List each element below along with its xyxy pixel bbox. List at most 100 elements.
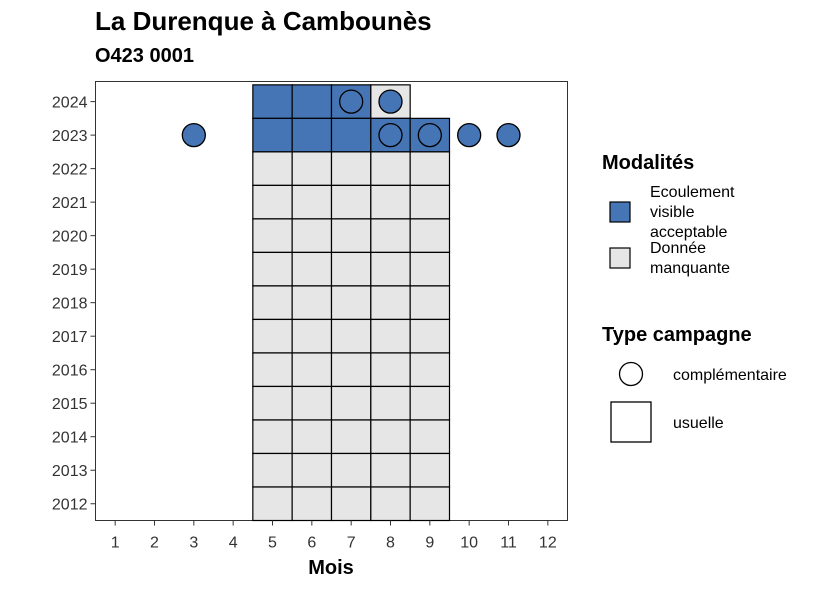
point-2023-8 [378,122,403,148]
tile-2022-8 [370,151,411,186]
legend-modalites-title: Modalités [602,152,694,174]
y-tick-label: 2012 [52,497,88,514]
legend-key-1 [609,247,631,269]
tile-2022-9 [409,151,451,186]
x-tick-label: 7 [347,535,356,552]
tile-2017-9 [409,318,451,354]
x-tick-label: 3 [189,535,198,552]
tile-2024-6 [291,84,333,119]
tile-2023-7 [330,117,372,153]
legend-type-campagne: Type campagne complémentaire usuelle [602,324,787,443]
y-tick-label: 2016 [52,363,88,380]
x-tick-label: 5 [268,535,277,552]
tile-2021-9 [409,184,451,220]
tile-2019-5 [252,251,293,287]
tile-2012-5 [252,486,293,522]
y-tick-label: 2018 [52,296,88,313]
y-tick-label: 2019 [52,262,88,279]
tile-2020-8 [370,218,411,254]
tile-2023-6 [291,117,333,153]
point-2024-7 [339,89,364,114]
tile-2021-6 [291,184,333,220]
point-2023-10 [457,122,482,148]
y-tick-label: 2015 [52,396,88,413]
legend-shape-square [610,401,652,443]
tile-2021-8 [370,184,411,220]
tile-2020-6 [291,218,333,254]
tile-2018-6 [291,285,333,321]
tile-2014-7 [330,419,372,455]
tile-2016-6 [291,352,333,388]
tile-2023-5 [252,117,293,153]
tile-2019-7 [330,251,372,287]
tile-2024-5 [252,84,293,119]
tile-2018-7 [330,285,372,321]
legend-shape-label-1: usuelle [673,415,724,432]
point-2023-3 [181,122,206,148]
tile-2012-9 [409,486,451,522]
points-layer [181,89,521,148]
tile-2015-9 [409,385,451,421]
legend-key-0 [609,201,631,223]
x-axis-title: Mois [308,557,354,579]
chart-title: La Durenque à Cambounès [95,6,432,36]
tile-2013-8 [370,452,411,488]
point-2023-11 [496,122,521,148]
tile-2013-6 [291,452,333,488]
tile-2012-6 [291,486,333,522]
y-tick-label: 2022 [52,162,88,179]
tile-2019-8 [370,251,411,287]
tile-2018-8 [370,285,411,321]
y-tick-label: 2014 [52,430,88,447]
y-tick-label: 2017 [52,329,88,346]
x-tick-label: 6 [307,535,316,552]
tile-2016-9 [409,352,451,388]
x-tick-label: 8 [386,535,395,552]
tile-2019-9 [409,251,451,287]
legend-shape-label-0: complémentaire [673,367,787,384]
tile-2014-9 [409,419,451,455]
tile-2014-5 [252,419,293,455]
tile-2021-7 [330,184,372,220]
tile-2015-6 [291,385,333,421]
tile-2015-5 [252,385,293,421]
tile-2017-5 [252,318,293,354]
tile-2018-5 [252,285,293,321]
x-tick-label: 4 [229,535,238,552]
y-tick-label: 2020 [52,229,88,246]
y-axis: 2012 2013 2014 2015 2016 2017 2018 2019 2020 2021… [52,95,96,514]
x-tick-label: 9 [425,535,434,552]
x-tick-label: 10 [460,535,478,552]
tile-2017-8 [370,318,411,354]
tile-2013-9 [409,452,451,488]
tile-2016-7 [330,352,372,388]
x-axis: 1 2 3 4 5 6 7 8 9 10 11 12 [111,520,557,552]
tile-2017-7 [330,318,372,354]
chart-subtitle: O423 0001 [95,45,194,67]
tile-2017-6 [291,318,333,354]
legend-modalites: Modalités Ecoulement visible acceptableDonn… [602,152,735,277]
y-tick-label: 2023 [52,128,88,145]
tile-2020-5 [252,218,293,254]
legend-label-1: Donnée manquante [650,240,730,277]
y-tick-label: 2021 [52,195,88,212]
tile-2013-7 [330,452,372,488]
tile-2013-5 [252,452,293,488]
x-tick-label: 1 [111,535,120,552]
tile-2015-8 [370,385,411,421]
y-tick-label: 2024 [52,95,88,112]
legend-type-campagne-title: Type campagne [602,324,752,346]
tile-2012-8 [370,486,411,522]
tiles-layer [252,84,451,522]
tile-2016-8 [370,352,411,388]
tile-2016-5 [252,352,293,388]
tile-2022-5 [252,151,293,186]
y-tick-label: 2013 [52,463,88,480]
tile-2012-7 [330,486,372,522]
x-tick-label: 2 [150,535,159,552]
tile-2019-6 [291,251,333,287]
tile-2014-8 [370,419,411,455]
point-2024-8 [378,89,403,114]
x-tick-label: 11 [500,535,517,552]
